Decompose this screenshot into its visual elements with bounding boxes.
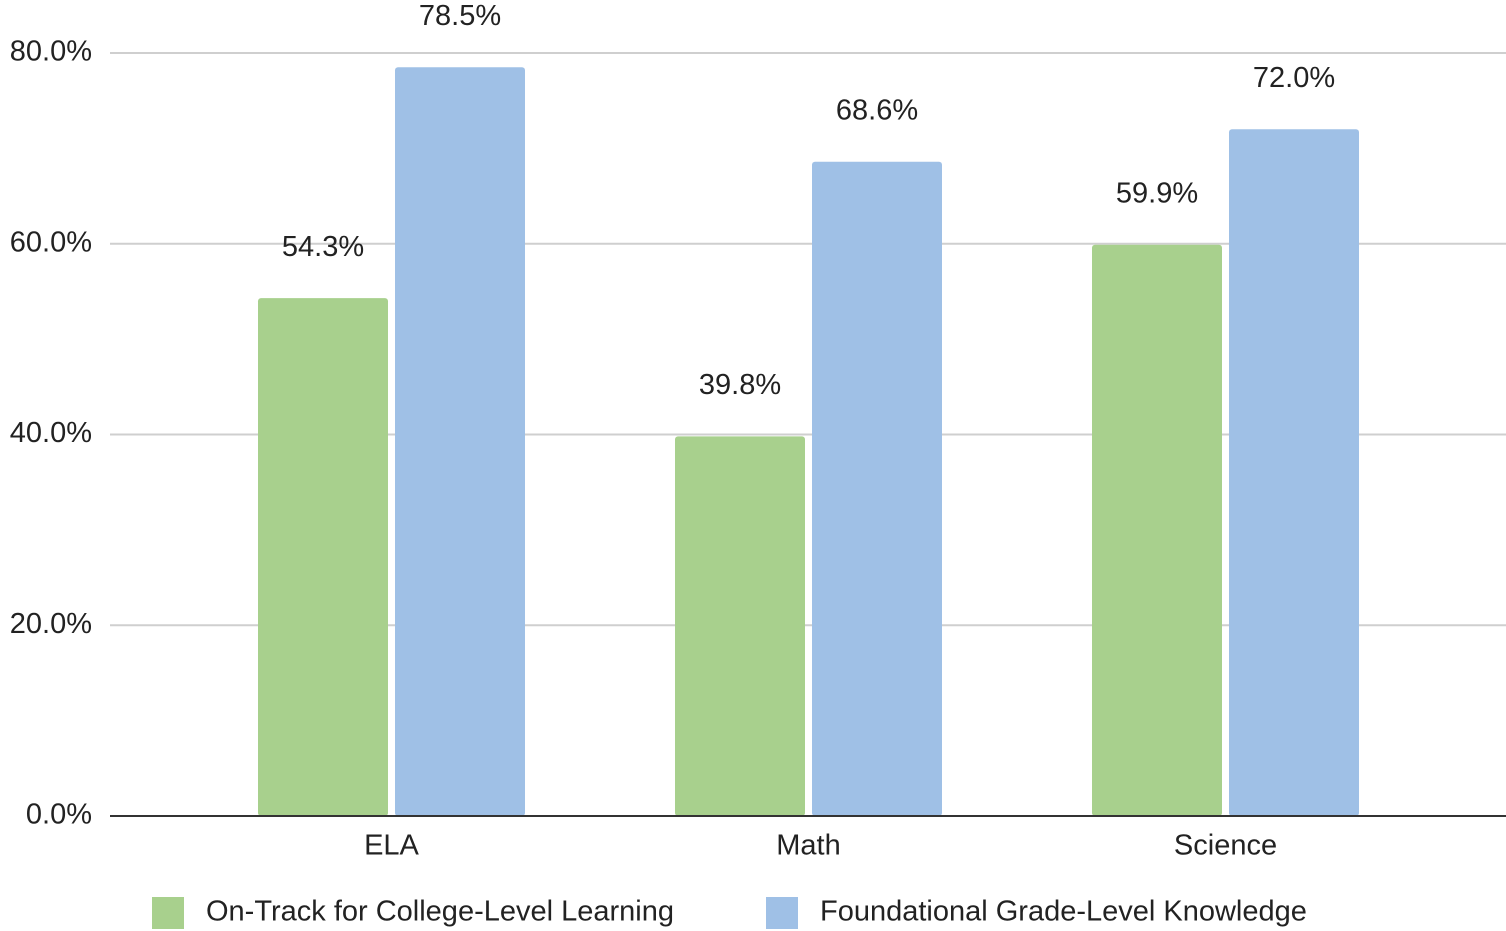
y-tick-label: 40.0%: [10, 417, 92, 449]
y-tick-label: 60.0%: [10, 226, 92, 258]
legend-swatch: [766, 897, 798, 929]
legend-label: Foundational Grade-Level Knowledge: [820, 896, 1307, 928]
legend-swatch: [152, 897, 184, 929]
data-label: 68.6%: [836, 94, 918, 126]
y-tick-label: 80.0%: [10, 36, 92, 68]
x-tick-label: Math: [776, 830, 840, 862]
x-tick-label: ELA: [364, 830, 419, 862]
data-label: 39.8%: [699, 369, 781, 401]
bar: [1229, 129, 1359, 817]
bar: [1092, 244, 1222, 817]
data-label: 78.5%: [419, 0, 501, 32]
data-label: 59.9%: [1116, 177, 1198, 209]
bar: [675, 436, 805, 816]
bar: [395, 67, 525, 816]
y-tick-label: 0.0%: [26, 799, 92, 831]
legend-label: On-Track for College-Level Learning: [206, 896, 674, 928]
bar: [258, 298, 388, 816]
data-label: 72.0%: [1253, 62, 1335, 94]
data-label: 54.3%: [282, 231, 364, 263]
y-tick-label: 20.0%: [10, 608, 92, 640]
bar: [812, 161, 942, 817]
x-tick-label: Science: [1174, 830, 1277, 862]
